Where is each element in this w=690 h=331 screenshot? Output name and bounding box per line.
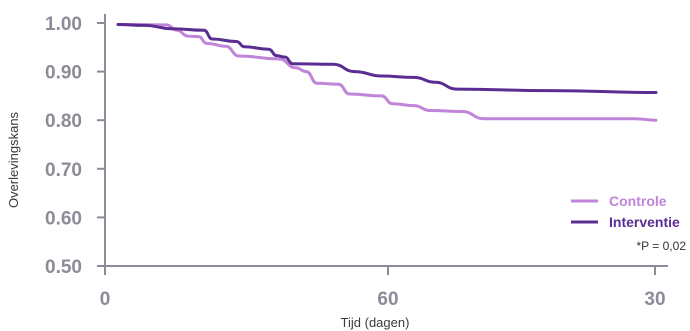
x-tick-label: 30	[644, 289, 665, 310]
y-tick-label: 0.80	[45, 111, 82, 132]
legend-label-interventie: Interventie	[609, 214, 680, 230]
legend: Controle Interventie	[571, 193, 680, 230]
y-tick-label: 0.70	[45, 160, 82, 181]
y-tick-label: 1.00	[45, 14, 82, 35]
y-tick-label: 0.50	[45, 257, 82, 278]
x-axis: 0 60 30	[100, 265, 668, 310]
y-tick-label: 0.60	[45, 208, 82, 229]
series-lines	[116, 23, 658, 122]
x-axis-label: Tijd (dagen)	[341, 315, 410, 330]
x-tick-label: 0	[100, 289, 111, 310]
y-tick-label: 0.90	[45, 63, 82, 84]
x-tick-label: 60	[377, 289, 398, 310]
p-value-annotation: *P = 0,02	[637, 239, 687, 253]
y-axis: 1.00 0.90 0.80 0.70 0.60 0.50	[45, 14, 106, 278]
series-line-interventie	[116, 23, 658, 94]
y-axis-label: Overlevingskans	[6, 111, 21, 208]
legend-label-controle: Controle	[609, 193, 667, 209]
series-line-controle	[116, 23, 658, 122]
